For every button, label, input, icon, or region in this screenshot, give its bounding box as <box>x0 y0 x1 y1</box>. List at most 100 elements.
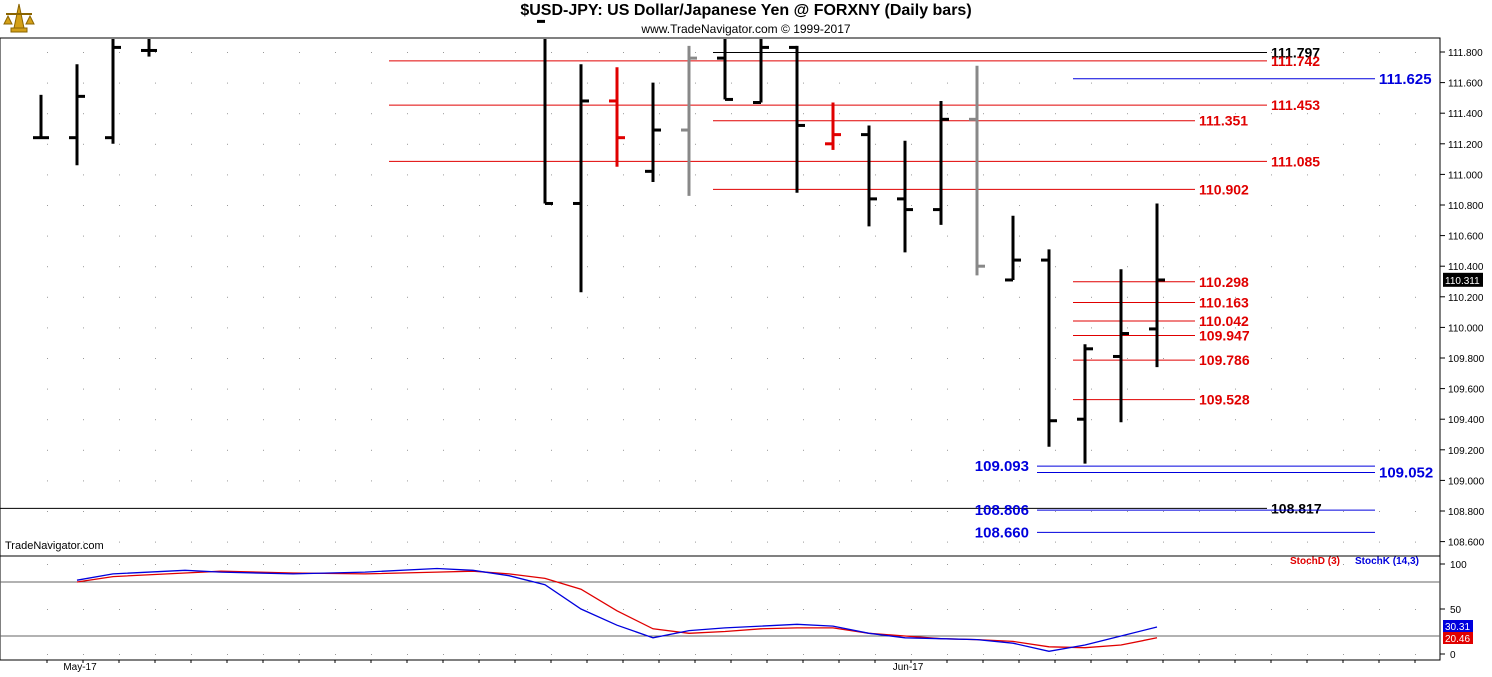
grid-dot <box>803 654 804 655</box>
grid-dot <box>191 174 192 176</box>
grid-dot <box>1379 82 1380 84</box>
grid-dot <box>587 52 588 53</box>
grid-dot <box>1055 296 1056 298</box>
grid-dot <box>299 419 300 421</box>
grid-dot <box>695 82 696 84</box>
grid-dot <box>83 296 84 298</box>
grid-dot <box>119 654 120 655</box>
grid-dot <box>1199 480 1200 482</box>
grid-dot <box>659 82 660 84</box>
grid-dot <box>1307 266 1308 268</box>
price-axis-label: 110.600 <box>1448 232 1484 243</box>
grid-dot <box>371 113 372 115</box>
level-label: 108.806 <box>975 502 1029 519</box>
grid-dot <box>479 143 480 145</box>
grid-dot <box>551 174 552 176</box>
stoch-d-value: 20.46 <box>1445 634 1470 645</box>
grid-dot <box>335 449 336 451</box>
grid-dot <box>659 266 660 268</box>
grid-dot <box>1415 419 1416 421</box>
grid-dot <box>119 52 120 53</box>
grid-dot <box>695 235 696 237</box>
grid-dot <box>299 143 300 145</box>
grid-dot <box>1055 327 1056 329</box>
grid-dot <box>1091 82 1092 84</box>
grid-dot <box>335 327 336 329</box>
grid-dot <box>1307 654 1308 655</box>
stoch-axis-label: 0 <box>1450 650 1456 661</box>
grid-dot <box>227 358 228 359</box>
grid-dot <box>983 205 984 206</box>
grid-dot <box>83 235 84 237</box>
grid-dot <box>1091 511 1092 512</box>
grid-dot <box>155 266 156 268</box>
grid-dot <box>263 205 264 206</box>
grid-dot <box>407 82 408 84</box>
grid-dot <box>83 419 84 421</box>
grid-dot <box>1199 564 1200 565</box>
grid-dot <box>1019 654 1020 655</box>
grid-dot <box>263 235 264 237</box>
stoch-line <box>76 567 1158 652</box>
grid-dot <box>839 205 840 206</box>
grid-dot <box>875 358 876 359</box>
grid-dot <box>443 358 444 359</box>
grid-dot <box>875 266 876 268</box>
grid-dot <box>515 419 516 421</box>
price-axis-label: 109.600 <box>1448 385 1485 396</box>
grid-dot <box>1343 511 1344 512</box>
grid-dot <box>155 654 156 655</box>
grid-dot <box>803 541 804 543</box>
grid-dot <box>515 266 516 268</box>
grid-dot <box>119 564 120 565</box>
grid-dot <box>839 113 840 115</box>
grid-dot <box>1235 449 1236 451</box>
level-label: 110.163 <box>1199 294 1249 310</box>
grid-dot <box>335 654 336 655</box>
grid-dot <box>155 388 156 390</box>
grid-dot <box>83 388 84 390</box>
grid-dot <box>1271 388 1272 390</box>
grid-dot <box>1271 113 1272 115</box>
grid-dot <box>875 449 876 451</box>
grid-dot <box>479 82 480 84</box>
grid-dot <box>1127 358 1128 359</box>
grid-dot <box>983 327 984 329</box>
grid-dot <box>731 449 732 451</box>
grid-dot <box>767 419 768 421</box>
grid-dot <box>1271 235 1272 237</box>
grid-dot <box>1379 511 1380 512</box>
price-axis-label: 109.200 <box>1448 446 1485 457</box>
grid-dot <box>155 327 156 329</box>
grid-dot <box>803 266 804 268</box>
grid-dot <box>875 174 876 176</box>
grid-dot <box>1019 511 1020 512</box>
grid-dot <box>1235 174 1236 176</box>
grid-dot <box>299 609 300 610</box>
grid-dot <box>119 609 120 610</box>
grid-dot <box>227 388 228 390</box>
grid-dot <box>119 174 120 176</box>
grid-dot <box>731 82 732 84</box>
grid-dot <box>767 266 768 268</box>
grid-dot <box>1235 205 1236 206</box>
grid-dot <box>659 296 660 298</box>
grid-dot <box>1163 143 1164 145</box>
grid-dot <box>1379 296 1380 298</box>
grid-dot <box>1271 358 1272 359</box>
grid-dot <box>947 113 948 115</box>
grid-dot <box>1055 205 1056 206</box>
price-axis-label: 108.800 <box>1448 507 1485 518</box>
grid-dot <box>1379 654 1380 655</box>
grid-dot <box>1091 174 1092 176</box>
grid-dot <box>371 609 372 610</box>
grid-dot <box>623 296 624 298</box>
grid-dot <box>1199 609 1200 610</box>
grid-dot <box>1307 143 1308 145</box>
grid-dot <box>587 296 588 298</box>
grid-dot <box>299 174 300 176</box>
time-axis-label: Jun-17 <box>893 662 924 673</box>
grid-dot <box>263 609 264 610</box>
grid-dot <box>767 174 768 176</box>
grid-dot <box>659 654 660 655</box>
